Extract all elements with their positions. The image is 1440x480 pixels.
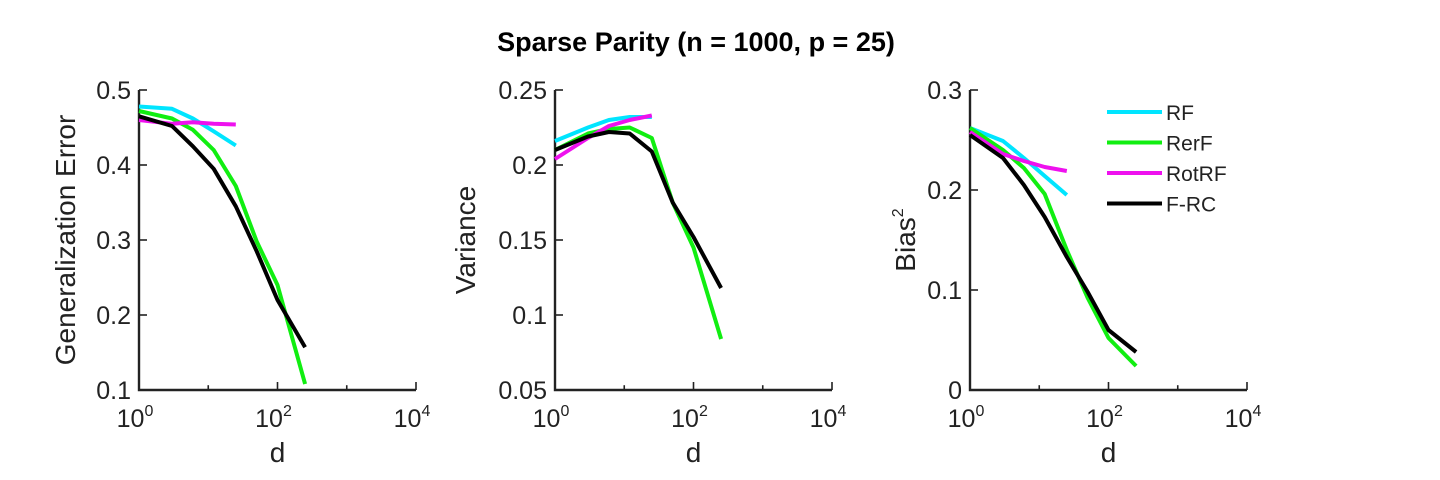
x-tick-label: 100 [117, 403, 154, 433]
y-axis-label-text: Bias [890, 217, 921, 271]
x-axis-label: d [686, 437, 702, 468]
y-tick-label: 0.05 [498, 377, 547, 405]
x-tick-label: 104 [394, 403, 431, 433]
x-tick-exponent: 2 [283, 403, 292, 420]
x-tick-exponent: 0 [975, 403, 984, 420]
y-tick-label: 0.2 [512, 152, 547, 180]
x-tick-base: 10 [117, 405, 145, 433]
y-tick-label: 0.1 [927, 277, 962, 305]
x-tick-exponent: 0 [144, 403, 153, 420]
y-tick-label: 0.3 [927, 77, 962, 105]
x-tick-exponent: 4 [837, 403, 846, 420]
x-tick-label: 100 [948, 403, 985, 433]
series-line-rf [138, 104, 237, 148]
series-line-rotrf [553, 113, 653, 161]
y-tick-label: 0.25 [498, 77, 547, 105]
y-axis-label-superscript: 2 [890, 208, 907, 217]
y-tick-label: 0 [948, 377, 962, 405]
x-tick-label: 102 [1086, 403, 1123, 433]
legend-label: RotRF [1166, 163, 1227, 186]
series-line-rerf [968, 126, 1138, 368]
x-tick-base: 10 [533, 405, 561, 433]
x-tick-label: 100 [533, 403, 570, 433]
x-tick-base: 10 [255, 405, 283, 433]
y-tick-label: 0.2 [927, 177, 962, 205]
x-tick-label: 102 [671, 403, 708, 433]
x-tick-exponent: 4 [1252, 403, 1261, 420]
x-axis-label: d [270, 437, 286, 468]
x-tick-label: 104 [810, 403, 847, 433]
series-line-rotrf [968, 130, 1068, 173]
x-tick-base: 10 [1225, 405, 1253, 433]
figure-title: Sparse Parity (n = 1000, p = 25) [497, 27, 895, 57]
y-axis-label: Generalization Error [50, 115, 81, 366]
y-axis-label-text: Generalization Error [50, 115, 81, 366]
x-tick-label: 104 [1225, 403, 1262, 433]
series-line-f-rc [554, 130, 723, 289]
y-tick-label: 0.3 [96, 227, 131, 255]
y-tick-label: 0.5 [96, 77, 131, 105]
x-tick-base: 10 [810, 405, 838, 433]
legend: RF RerF RotRF F-RC [1107, 102, 1227, 217]
x-tick-base: 10 [394, 405, 422, 433]
x-tick-base: 10 [1086, 405, 1114, 433]
y-axis-label: Variance [450, 186, 481, 294]
x-tick-base: 10 [671, 405, 699, 433]
legend-label: RF [1166, 102, 1194, 125]
y-tick-label: 0.4 [96, 152, 131, 180]
series-line-f-rc [138, 114, 307, 349]
legend-label: RerF [1166, 133, 1213, 156]
series-line-rf [969, 126, 1069, 197]
x-axis-label: d [1101, 437, 1117, 468]
x-tick-exponent: 2 [699, 403, 708, 420]
y-tick-label: 0.2 [96, 302, 131, 330]
y-axis-label-text: Variance [450, 186, 481, 294]
x-tick-exponent: 2 [1114, 403, 1123, 420]
x-tick-exponent: 0 [560, 403, 569, 420]
series-line-rerf [138, 109, 308, 385]
series-line-rerf [554, 125, 724, 340]
y-tick-label: 0.15 [498, 227, 547, 255]
series-line-f-rc [968, 133, 1138, 354]
y-tick-label: 0.1 [96, 377, 131, 405]
x-tick-base: 10 [948, 405, 976, 433]
y-axis-label: Bias2 [890, 208, 921, 271]
x-tick-exponent: 4 [421, 403, 430, 420]
y-tick-label: 0.1 [512, 302, 547, 330]
legend-label: F-RC [1166, 194, 1216, 217]
x-tick-label: 102 [255, 403, 292, 433]
